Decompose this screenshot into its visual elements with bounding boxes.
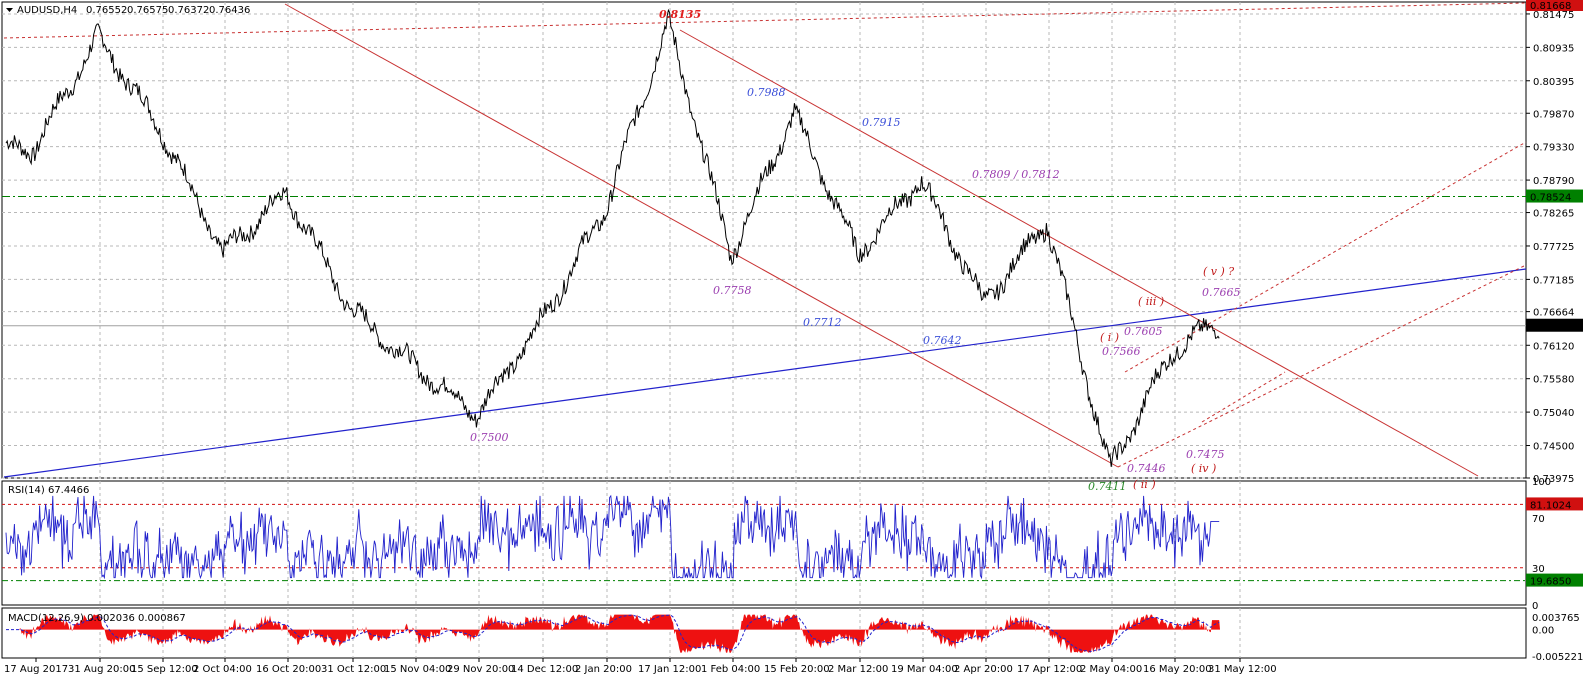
- macd-tick-label: 0.00: [1532, 626, 1554, 637]
- rsi-tick-label: 100: [1532, 477, 1551, 488]
- open-value: 0.76552: [86, 5, 127, 16]
- wave-channel-upper: [1124, 141, 1527, 373]
- wave-annotation: 0.7758: [713, 284, 752, 297]
- wave-annotation: ( i ): [1100, 331, 1119, 344]
- time-tick-label: 2 Oct 04:00: [193, 664, 252, 675]
- channel-upper-line: [679, 29, 1479, 477]
- rsi-tick-label: 70: [1532, 514, 1545, 525]
- price-tick-label: 0.77725: [1533, 242, 1574, 253]
- wave-annotation: 0.7446: [1127, 462, 1166, 475]
- time-tick-label: 1 Feb 04:00: [701, 664, 760, 675]
- price-tick-label: 0.75580: [1533, 375, 1574, 386]
- blue-support-trendline: [3, 268, 1527, 478]
- time-tick-label: 2 Apr 20:00: [954, 664, 1013, 675]
- wave-annotation: ( ii ): [1133, 478, 1156, 491]
- rsi-tick-label: 0: [1532, 601, 1538, 612]
- wave-annotation: 0.7988: [747, 86, 786, 99]
- macd-title: MACD(12,26,9) 0.002036 0.000867: [8, 613, 186, 624]
- price-tick-label: 0.79870: [1533, 109, 1574, 120]
- triangle-down-icon[interactable]: [6, 8, 13, 12]
- time-tick-label: 16 Oct 20:00: [256, 664, 321, 675]
- green-level-label-bg: [1526, 189, 1583, 203]
- time-tick-label: 2 Jan 20:00: [575, 664, 632, 675]
- price-tick-label: 0.76120: [1533, 341, 1574, 352]
- dotted-resistance-line: [3, 2, 1527, 39]
- price-tick-label: 0.74500: [1533, 442, 1574, 453]
- wave-annotation: 0.7411: [1088, 480, 1127, 493]
- macd-tick-label: 0.003765: [1532, 613, 1580, 624]
- price-tick-label: 0.78265: [1533, 209, 1574, 220]
- rsi-tick-label: 30: [1532, 564, 1545, 575]
- time-tick-label: 14 Dec 12:00: [511, 664, 578, 675]
- green-level-label: 0.78524: [1530, 193, 1571, 204]
- price-tick-label: 0.73975: [1533, 474, 1574, 485]
- wave-annotation: 0.7642: [923, 334, 962, 347]
- wave-annotation: ( v ) ?: [1203, 265, 1234, 278]
- time-tick-label: 2 Mar 12:00: [828, 664, 888, 675]
- series: [5, 8, 1220, 653]
- price-tick-label: 0.75040: [1533, 408, 1574, 419]
- time-tick-label: 17 Aug 2017: [4, 664, 68, 675]
- rsi-lower-label: 19.6850: [1530, 577, 1571, 588]
- wave-annotation: 0.7500: [470, 431, 509, 444]
- wave-channel-mid: [1201, 371, 1286, 423]
- main-price-panel[interactable]: [1, 1, 1527, 479]
- price-tick-label: 0.76664: [1533, 308, 1574, 319]
- symbol-label: AUDUSD,H4: [17, 5, 77, 16]
- wave-channel-lower: [1117, 264, 1527, 468]
- macd-tick-label: -0.005221: [1532, 652, 1583, 663]
- time-tick-label: 16 May 20:00: [1143, 664, 1212, 675]
- wave-annotation: ( iv ): [1191, 462, 1216, 475]
- low-value: 0.76372: [168, 5, 209, 16]
- macd-signal-line: [6, 614, 1220, 653]
- time-tick-label: 29 Nov 20:00: [447, 664, 514, 675]
- wave-annotation: ( iii ): [1138, 295, 1164, 308]
- rsi-upper-label: 81.1024: [1530, 500, 1571, 511]
- time-tick-label: 19 Mar 04:00: [891, 664, 958, 675]
- top-price-label: 0.81668: [1530, 1, 1571, 12]
- labels: 0.81475 0.80935 0.80395 0.79870 0.79330 0.787…: [4, 0, 1583, 675]
- price-tick-label: 0.81475: [1533, 10, 1574, 21]
- price-tick-label: 0.79330: [1533, 143, 1574, 154]
- time-tick-label: 17 Jan 12:00: [638, 664, 701, 675]
- wave-annotation: 0.7665: [1202, 286, 1241, 299]
- price-tick-label: 0.80935: [1533, 43, 1574, 54]
- macd-histogram: [6, 614, 1220, 653]
- channel-lower-line: [284, 3, 1119, 468]
- close-value: 0.76436: [209, 5, 250, 16]
- rsi-upper-label-bg: [1526, 497, 1583, 511]
- high-value: 0.76575: [127, 5, 168, 16]
- price-line-series: [5, 8, 1220, 467]
- top-price-label-bg: [1526, 0, 1583, 11]
- wave-annotation: 0.7712: [803, 316, 842, 329]
- wave-annotation: 0.7475: [1186, 448, 1225, 461]
- price-tick-label: 0.77185: [1533, 275, 1574, 286]
- current-price-label-bg: [1526, 318, 1583, 332]
- wave-annotation: 0.7915: [862, 116, 901, 129]
- time-tick-label: 2 May 04:00: [1080, 664, 1142, 675]
- time-tick-label: 15 Feb 20:00: [764, 664, 830, 675]
- time-tick-label: 15 Sep 12:00: [131, 664, 198, 675]
- rsi-lower-label-bg: [1526, 573, 1583, 587]
- time-tick-label: 31 May 12:00: [1208, 664, 1277, 675]
- time-tick-label: 15 Nov 04:00: [384, 664, 451, 675]
- rsi-panel[interactable]: [1, 480, 1527, 606]
- price-tick-label: 0.80395: [1533, 77, 1574, 88]
- wave-annotation: 0.7809 / 0.7812: [972, 168, 1060, 181]
- time-tick-label: 31 Aug 20:00: [68, 664, 135, 675]
- overlays: [2, 2, 1527, 582]
- current-price-label: 0.76436: [1530, 322, 1571, 333]
- rsi-title: RSI(14) 67.4466: [8, 485, 89, 496]
- symbol-header: AUDUSD,H4 0.76552 0.76575 0.76372 0.7643…: [6, 5, 250, 16]
- wave-annotation: 0.7605: [1124, 325, 1163, 338]
- time-tick-label: 17 Apr 12:00: [1017, 664, 1082, 675]
- price-tick-label: 0.78790: [1533, 176, 1574, 187]
- wave-annotation: 0.7566: [1102, 345, 1141, 358]
- rsi-line-series: [5, 494, 1220, 580]
- wave-annotation: 0.8135: [659, 8, 701, 21]
- time-tick-label: 31 Oct 12:00: [321, 664, 386, 675]
